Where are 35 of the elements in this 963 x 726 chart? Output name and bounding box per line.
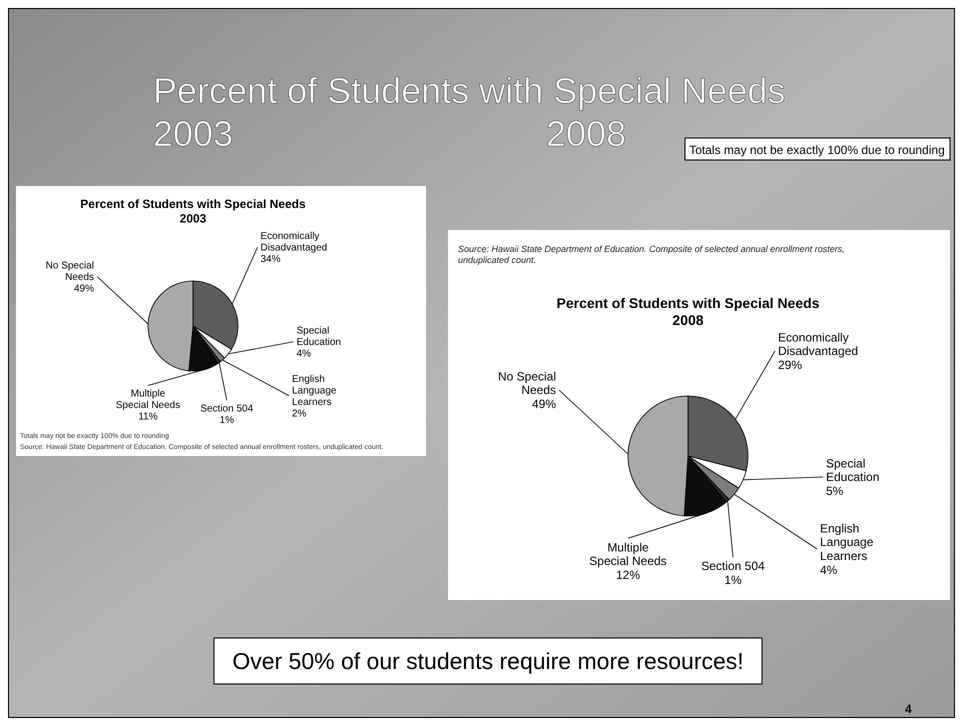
slice-label: Economically Disadvantaged [260, 231, 328, 254]
chart-title: Percent of Students with Special Needs [556, 295, 820, 311]
slice-label: Special Education [826, 456, 880, 484]
data-label: 49% [532, 396, 556, 411]
data-label: 5% [826, 484, 844, 498]
text: 2003 [153, 113, 234, 154]
data-label: 12% [616, 568, 640, 582]
chart-title: Percent of Students with Special Needs [80, 197, 306, 211]
data-label: 11% [138, 412, 158, 423]
text: Percent of Students with Special Needs [153, 70, 786, 111]
data-label: 49% [74, 283, 94, 294]
slice-label: Multiple Special Needs [589, 540, 667, 568]
slice-label: No Special Needs [498, 369, 556, 398]
chart-subtitle: 2008 [672, 312, 704, 328]
slice-label: Special Education [296, 326, 341, 348]
text: 4 [905, 702, 912, 716]
data-label: 2% [292, 408, 307, 420]
data-label: 1% [724, 573, 742, 588]
slice-label: Multiple Special Needs [116, 388, 180, 412]
data-label: 1% [220, 414, 234, 426]
slice-label: English Language Learners [292, 374, 337, 408]
slice-label: No Special Needs [46, 260, 94, 283]
data-label: 34% [260, 254, 281, 266]
data-label: 4% [820, 562, 838, 577]
slice-label: Section 504 [200, 403, 254, 414]
source-note: Source: Hawaii State Department of Education. Composite of selected annual enrollment rosters, unduplicated count. [458, 244, 845, 265]
data-label: 4% [296, 348, 312, 360]
text: Totals may not be exactly 100% due to rounding [689, 143, 945, 157]
data-label: 29% [778, 358, 802, 372]
slice-label: Section 504 [701, 559, 766, 574]
text: 2008 [546, 113, 626, 154]
chart-subtitle: 2003 [180, 211, 207, 226]
slice-label: English Language Learners [820, 521, 874, 564]
slice-label: Economically Disadvantaged [778, 330, 858, 358]
text: Over 50% of our students require more resources! [232, 648, 744, 674]
